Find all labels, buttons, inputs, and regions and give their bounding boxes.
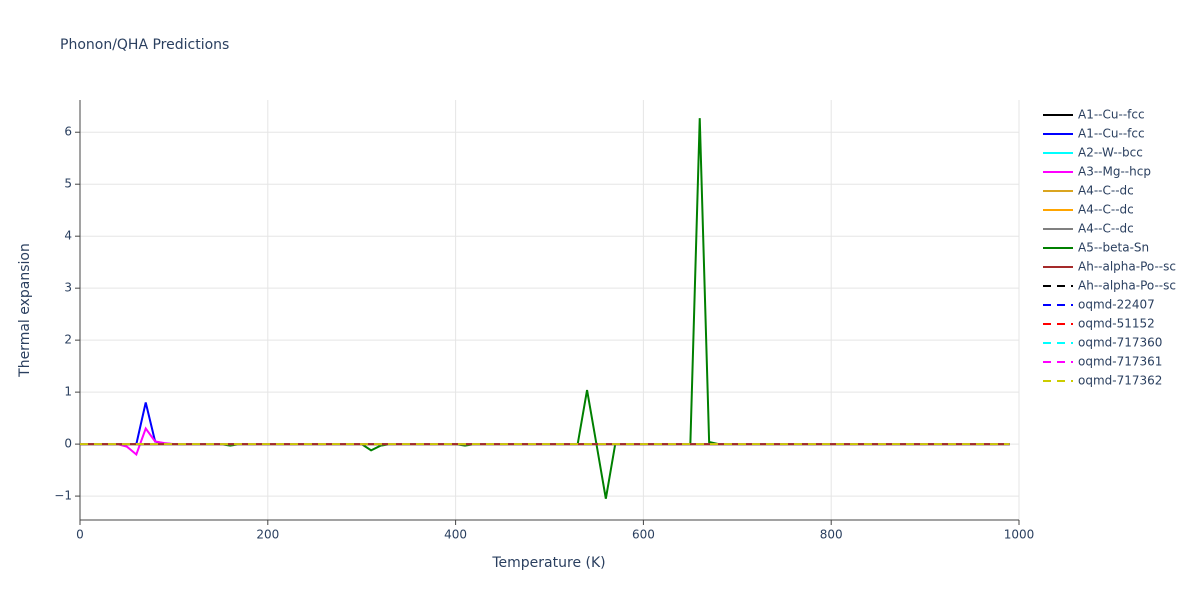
x-axis-label: Temperature (K) [491,555,605,571]
y-tick-label: 3 [64,281,72,295]
legend-label: A1--Cu--fcc [1078,108,1145,122]
legend-label: Ah--alpha-Po--sc [1078,279,1176,293]
legend-label: oqmd-717361 [1078,355,1162,369]
legend-label: oqmd-51152 [1078,317,1155,331]
legend-label: A4--C--dc [1078,203,1134,217]
line-series [80,402,1010,446]
legend-label: oqmd-717360 [1078,336,1162,350]
legend-label: Ah--alpha-Po--sc [1078,260,1176,274]
y-tick-label: −1 [54,489,72,503]
y-tick-label: 0 [64,437,72,451]
legend-label: A3--Mg--hcp [1078,165,1151,179]
x-tick-label: 600 [632,528,655,542]
y-tick-label: 4 [64,229,72,243]
legend-label: A4--C--dc [1078,222,1134,236]
legend-label: oqmd-22407 [1078,298,1155,312]
legend-label: A2--W--bcc [1078,146,1143,160]
x-tick-label: 1000 [1004,528,1035,542]
x-tick-label: 400 [444,528,467,542]
y-axis-label: Thermal expansion [17,243,33,378]
y-tick-label: 2 [64,333,72,347]
x-tick-label: 0 [76,528,84,542]
legend-label: A4--C--dc [1078,184,1134,198]
line-series [80,426,1010,457]
legend-label: A5--beta-Sn [1078,241,1149,255]
x-tick-label: 200 [256,528,279,542]
legend-label: A1--Cu--fcc [1078,127,1145,141]
x-tick-label: 800 [820,528,843,542]
legend-label: oqmd-717362 [1078,374,1162,388]
y-tick-label: 6 [64,125,72,139]
y-tick-label: 5 [64,177,72,191]
line-series [80,118,1010,499]
y-tick-label: 1 [64,385,72,399]
chart-title: Phonon/QHA Predictions [60,37,229,53]
